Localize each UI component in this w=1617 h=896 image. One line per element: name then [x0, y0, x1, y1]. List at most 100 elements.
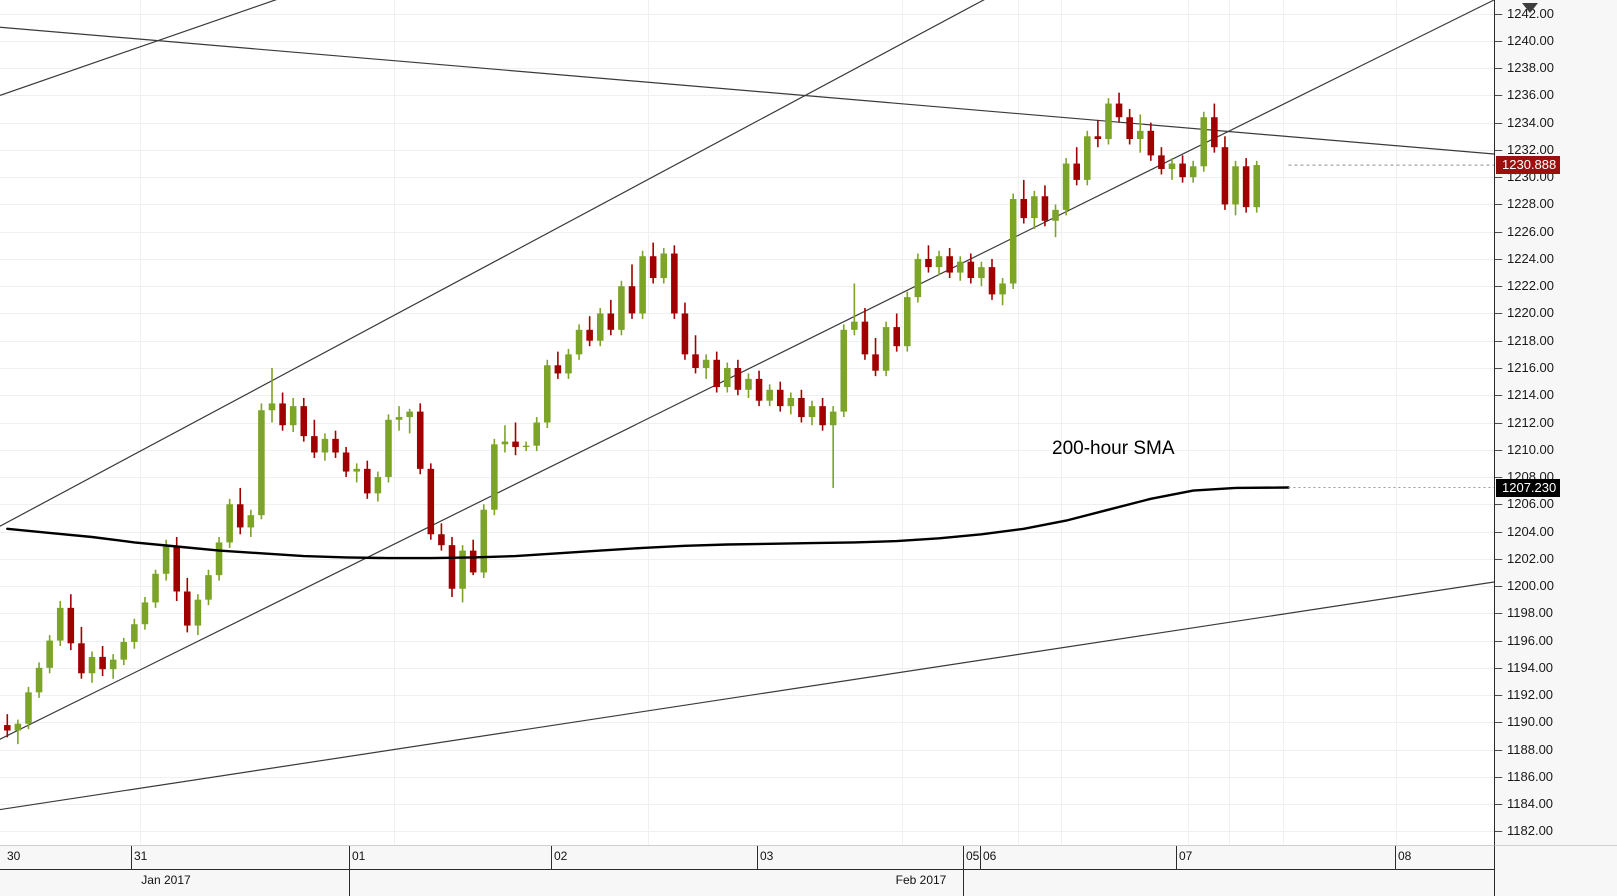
- candle[interactable]: [427, 463, 435, 540]
- candle[interactable]: [840, 324, 848, 418]
- candle[interactable]: [766, 384, 773, 407]
- candle[interactable]: [342, 447, 350, 478]
- candle[interactable]: [205, 569, 212, 606]
- candle[interactable]: [321, 433, 329, 461]
- candle[interactable]: [755, 370, 763, 407]
- candle[interactable]: [416, 403, 424, 475]
- upper-ascending-trendline[interactable]: [0, 0, 1494, 96]
- candle[interactable]: [819, 397, 826, 431]
- candle[interactable]: [586, 316, 593, 347]
- candle[interactable]: [533, 417, 540, 452]
- candle[interactable]: [1031, 190, 1038, 229]
- candle[interactable]: [702, 354, 710, 379]
- candle[interactable]: [607, 299, 615, 336]
- candle[interactable]: [1052, 204, 1059, 238]
- candle[interactable]: [438, 523, 445, 551]
- candle[interactable]: [522, 441, 530, 452]
- candle[interactable]: [829, 406, 837, 488]
- candle[interactable]: [1211, 103, 1218, 153]
- upper-descending-trendline[interactable]: [0, 26, 1494, 155]
- candle[interactable]: [99, 646, 106, 676]
- candle[interactable]: [279, 392, 286, 431]
- candle[interactable]: [1105, 98, 1112, 145]
- candle[interactable]: [935, 250, 943, 276]
- candle[interactable]: [1094, 119, 1102, 148]
- candle[interactable]: [925, 245, 932, 273]
- candle[interactable]: [406, 408, 413, 434]
- candle[interactable]: [67, 594, 75, 651]
- candle[interactable]: [978, 261, 985, 287]
- candle[interactable]: [872, 338, 879, 377]
- candle[interactable]: [649, 242, 657, 284]
- candle[interactable]: [798, 389, 805, 423]
- candle[interactable]: [311, 419, 318, 458]
- candle[interactable]: [692, 335, 699, 374]
- candle[interactable]: [194, 594, 202, 636]
- candle[interactable]: [808, 400, 816, 426]
- candle[interactable]: [988, 258, 996, 300]
- candle[interactable]: [776, 381, 784, 412]
- candle[interactable]: [1179, 155, 1186, 183]
- candle[interactable]: [1189, 160, 1197, 183]
- candle[interactable]: [4, 714, 11, 738]
- candle[interactable]: [268, 367, 276, 423]
- candle[interactable]: [1232, 160, 1239, 216]
- candle[interactable]: [660, 248, 668, 284]
- candle[interactable]: [713, 351, 720, 393]
- candle[interactable]: [512, 422, 519, 456]
- candle[interactable]: [152, 569, 159, 608]
- candle[interactable]: [1136, 114, 1144, 153]
- candle[interactable]: [851, 283, 858, 336]
- price-axis[interactable]: –1242.00–1240.00–1238.00–1236.00–1234.00…: [1494, 0, 1617, 845]
- candle[interactable]: [745, 373, 752, 398]
- candle[interactable]: [787, 392, 795, 415]
- candle[interactable]: [300, 397, 308, 442]
- candle[interactable]: [141, 596, 149, 630]
- candle[interactable]: [88, 651, 96, 683]
- candle[interactable]: [448, 536, 456, 597]
- candle[interactable]: [681, 302, 689, 360]
- candle[interactable]: [131, 618, 138, 649]
- candle[interactable]: [1221, 136, 1229, 210]
- candle[interactable]: [364, 460, 371, 499]
- candle[interactable]: [236, 487, 244, 535]
- candle[interactable]: [35, 662, 43, 698]
- candle[interactable]: [1115, 92, 1123, 123]
- candle[interactable]: [1253, 160, 1260, 213]
- mid-ascending-trendline[interactable]: [0, 0, 1494, 744]
- candle[interactable]: [226, 498, 233, 548]
- candle[interactable]: [1158, 147, 1165, 175]
- candle[interactable]: [596, 308, 604, 347]
- sma-value-pill[interactable]: 1207.230: [1496, 478, 1561, 497]
- candle[interactable]: [215, 536, 223, 581]
- candle[interactable]: [554, 351, 562, 379]
- candle[interactable]: [385, 414, 392, 483]
- candle[interactable]: [501, 425, 509, 453]
- candle[interactable]: [628, 264, 636, 319]
- candle[interactable]: [109, 654, 117, 679]
- candle[interactable]: [575, 324, 583, 360]
- candle[interactable]: [956, 256, 964, 281]
- candle[interactable]: [14, 719, 22, 745]
- candle[interactable]: [904, 291, 911, 352]
- candle[interactable]: [1084, 130, 1091, 186]
- candle[interactable]: [1242, 158, 1250, 213]
- candle[interactable]: [893, 313, 900, 352]
- candle[interactable]: [46, 635, 53, 674]
- sma-line[interactable]: [6, 486, 1290, 560]
- candle[interactable]: [1147, 122, 1155, 161]
- candle[interactable]: [395, 406, 403, 431]
- candle[interactable]: [967, 253, 975, 284]
- candle[interactable]: [459, 545, 466, 603]
- candle[interactable]: [1062, 158, 1070, 216]
- candle[interactable]: [1126, 109, 1133, 145]
- candle[interactable]: [734, 359, 742, 396]
- candle[interactable]: [914, 253, 922, 303]
- candle[interactable]: [999, 278, 1006, 306]
- candle[interactable]: [639, 250, 646, 319]
- candle[interactable]: [25, 686, 32, 730]
- candle[interactable]: [120, 637, 128, 666]
- last-price-pill[interactable]: 1230.888: [1496, 156, 1561, 175]
- candle[interactable]: [184, 577, 191, 633]
- time-axis[interactable]: 30 31 01 02 03 05 06 07 08 Jan 2017 Feb 2017: [0, 845, 1494, 896]
